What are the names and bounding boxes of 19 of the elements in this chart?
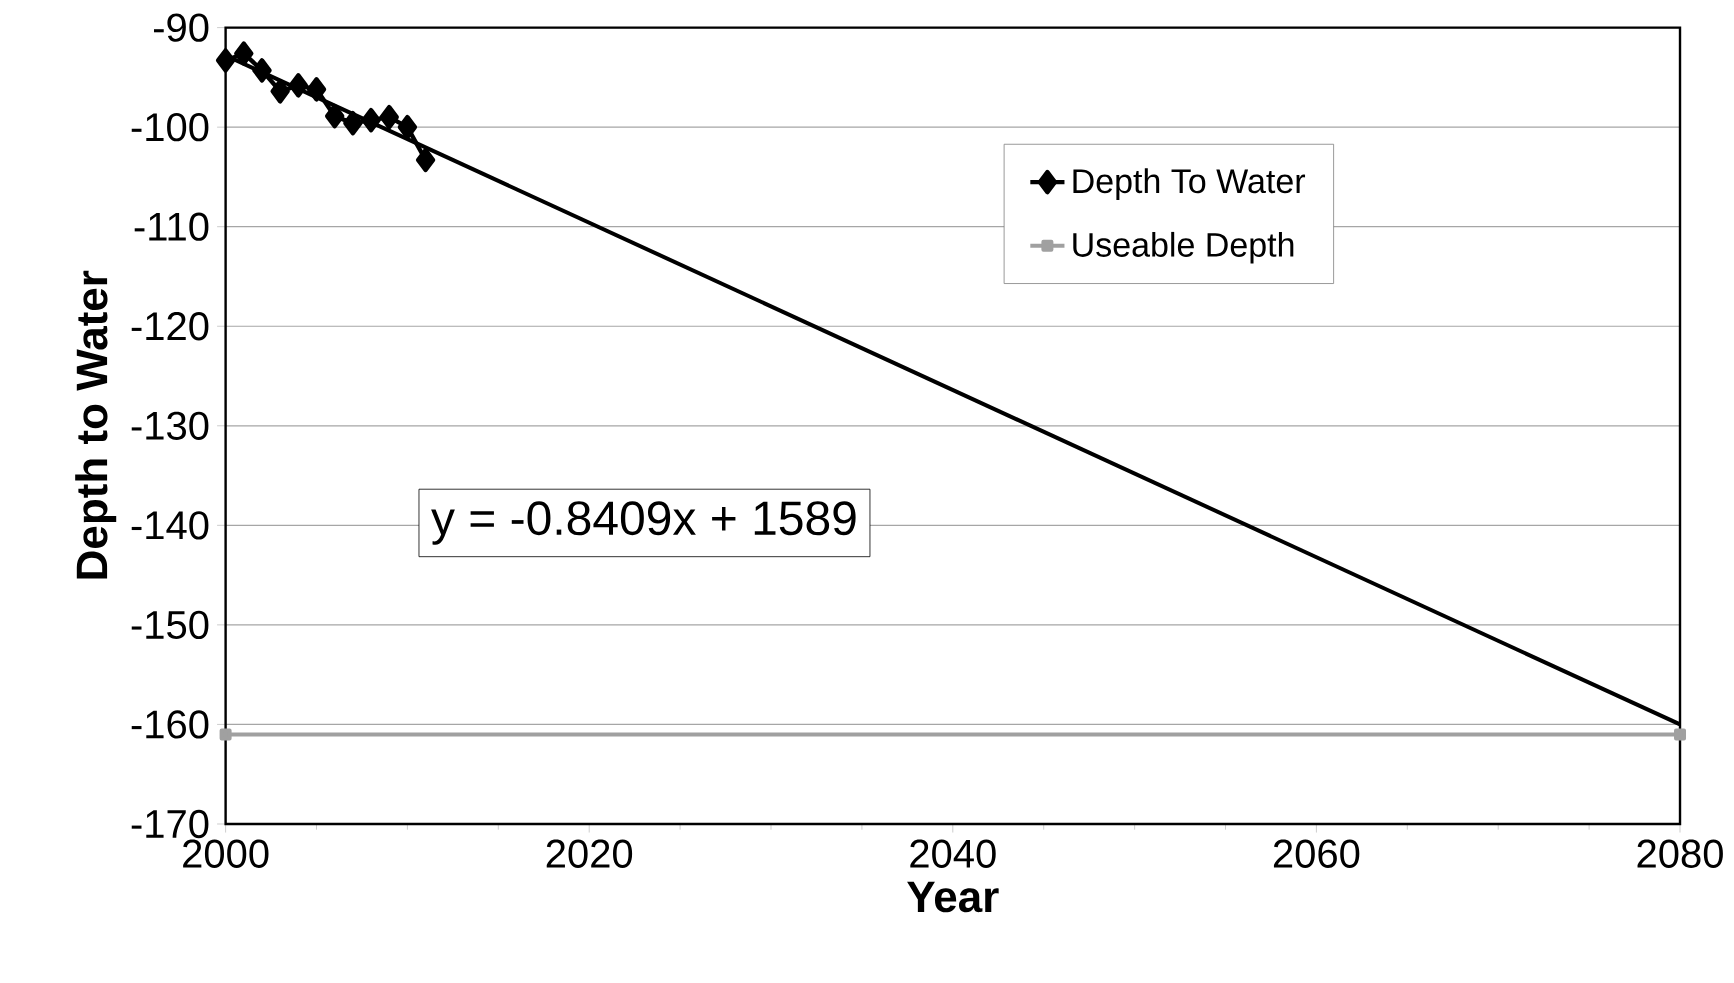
x-tick-label: 2060 — [1273, 839, 1360, 868]
annotation: y = -0.8409x + 1589 — [431, 501, 856, 545]
y-tick-label: -120 — [131, 312, 209, 341]
x-tick-label: 2020 — [546, 839, 633, 868]
y-tick-label: -110 — [134, 212, 209, 241]
y-tick-label: -130 — [131, 411, 209, 440]
y-axis-title: Depth to Water — [75, 270, 117, 579]
x-axis-title: Year — [907, 881, 999, 913]
legend-label: Useable Depth — [1073, 231, 1294, 264]
y-tick-label: -160 — [131, 710, 209, 739]
x-tick-label: 2080 — [1637, 839, 1723, 868]
y-tick-label: -100 — [131, 112, 209, 142]
y-tick-label: -150 — [131, 610, 209, 640]
y-tick-label: -90 — [153, 13, 209, 42]
x-tick-label: 2040 — [910, 839, 996, 868]
y-tick-label: -170 — [131, 809, 209, 839]
y-tick-label: -140 — [131, 511, 209, 540]
x-tick-label: 2000 — [183, 839, 269, 868]
legend-label: Depth To Water — [1073, 168, 1306, 200]
